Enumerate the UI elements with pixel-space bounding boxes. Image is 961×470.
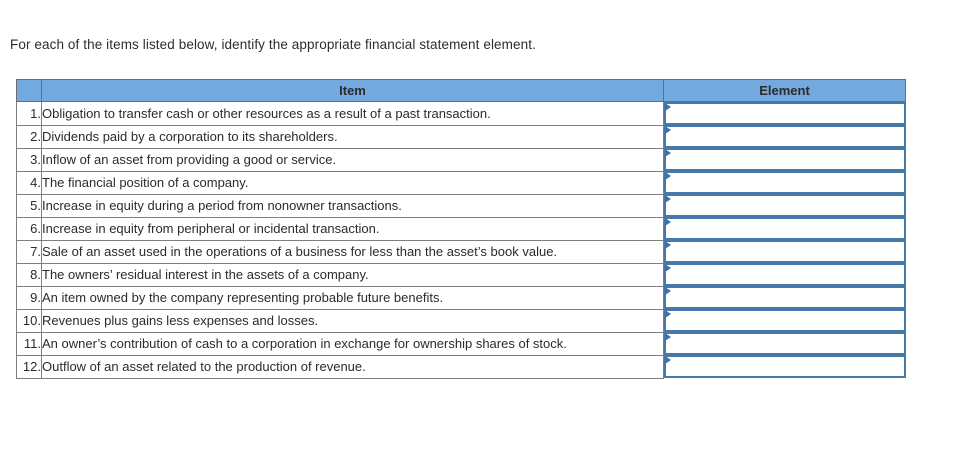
item-text: Outflow of an asset related to the produ… <box>41 354 664 379</box>
table-row: 9. An item owned by the company represen… <box>16 285 906 310</box>
row-number: 6. <box>16 216 42 241</box>
item-text: Dividends paid by a corporation to its s… <box>41 124 664 149</box>
element-dropdown-value <box>666 219 904 222</box>
item-text: Obligation to transfer cash or other res… <box>41 101 664 126</box>
row-number: 7. <box>16 239 42 264</box>
item-text: An owner’s contribution of cash to a cor… <box>41 331 664 356</box>
element-dropdown-value <box>666 334 904 337</box>
element-dropdown-12[interactable] <box>664 355 906 378</box>
element-dropdown-8[interactable] <box>664 263 906 286</box>
element-dropdown-2[interactable] <box>664 125 906 148</box>
table-header-row: Item Element <box>16 79 906 102</box>
table-row: 8. The owners’ residual interest in the … <box>16 262 906 287</box>
row-number: 9. <box>16 285 42 310</box>
row-number: 5. <box>16 193 42 218</box>
dropdown-marker-icon <box>665 103 671 111</box>
element-dropdown-5[interactable] <box>664 194 906 217</box>
row-number: 10. <box>16 308 42 333</box>
items-table: Item Element 1. Obligation to transfer c… <box>16 79 906 379</box>
dropdown-marker-icon <box>665 126 671 134</box>
element-dropdown-6[interactable] <box>664 217 906 240</box>
element-dropdown-value <box>666 104 904 107</box>
item-column-header: Item <box>41 79 664 102</box>
element-column-header: Element <box>663 79 906 102</box>
element-dropdown-value <box>666 196 904 199</box>
table-row: 12. Outflow of an asset related to the p… <box>16 354 906 379</box>
table-row: 5. Increase in equity during a period fr… <box>16 193 906 218</box>
element-dropdown-value <box>666 265 904 268</box>
item-text: An item owned by the company representin… <box>41 285 664 310</box>
row-number: 8. <box>16 262 42 287</box>
item-text: The owners’ residual interest in the ass… <box>41 262 664 287</box>
dropdown-marker-icon <box>665 218 671 226</box>
element-dropdown-9[interactable] <box>664 286 906 309</box>
row-number: 4. <box>16 170 42 195</box>
instruction-text: For each of the items listed below, iden… <box>10 37 536 52</box>
element-dropdown-value <box>666 127 904 130</box>
row-number: 3. <box>16 147 42 172</box>
row-number-column-header <box>16 79 42 102</box>
element-dropdown-7[interactable] <box>664 240 906 263</box>
item-text: Sale of an asset used in the operations … <box>41 239 664 264</box>
table-row: 6. Increase in equity from peripheral or… <box>16 216 906 241</box>
table-row: 4. The financial position of a company. <box>16 170 906 195</box>
item-text: Inflow of an asset from providing a good… <box>41 147 664 172</box>
dropdown-marker-icon <box>665 333 671 341</box>
table-row: 7. Sale of an asset used in the operatio… <box>16 239 906 264</box>
element-dropdown-value <box>666 150 904 153</box>
table-row: 3. Inflow of an asset from providing a g… <box>16 147 906 172</box>
element-dropdown-3[interactable] <box>664 148 906 171</box>
dropdown-marker-icon <box>665 264 671 272</box>
row-number: 11. <box>16 331 42 356</box>
element-dropdown-value <box>666 173 904 176</box>
element-dropdown-4[interactable] <box>664 171 906 194</box>
table-row: 10. Revenues plus gains less expenses an… <box>16 308 906 333</box>
item-text: The financial position of a company. <box>41 170 664 195</box>
table-row: 2. Dividends paid by a corporation to it… <box>16 124 906 149</box>
row-number: 2. <box>16 124 42 149</box>
dropdown-marker-icon <box>665 172 671 180</box>
row-number: 1. <box>16 101 42 126</box>
element-dropdown-11[interactable] <box>664 332 906 355</box>
element-dropdown-value <box>666 311 904 314</box>
dropdown-marker-icon <box>665 195 671 203</box>
row-number: 12. <box>16 354 42 379</box>
element-dropdown-10[interactable] <box>664 309 906 332</box>
item-text: Increase in equity from peripheral or in… <box>41 216 664 241</box>
table-row: 11. An owner’s contribution of cash to a… <box>16 331 906 356</box>
item-text: Revenues plus gains less expenses and lo… <box>41 308 664 333</box>
element-dropdown-1[interactable] <box>664 102 906 125</box>
dropdown-marker-icon <box>665 149 671 157</box>
element-dropdown-value <box>666 242 904 245</box>
dropdown-marker-icon <box>665 356 671 364</box>
dropdown-marker-icon <box>665 241 671 249</box>
dropdown-marker-icon <box>665 287 671 295</box>
dropdown-marker-icon <box>665 310 671 318</box>
element-dropdown-value <box>666 288 904 291</box>
element-dropdown-value <box>666 357 904 360</box>
table-row: 1. Obligation to transfer cash or other … <box>16 101 906 126</box>
item-text: Increase in equity during a period from … <box>41 193 664 218</box>
